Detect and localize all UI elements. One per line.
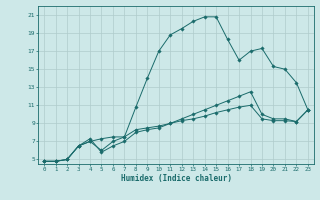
X-axis label: Humidex (Indice chaleur): Humidex (Indice chaleur) xyxy=(121,174,231,183)
